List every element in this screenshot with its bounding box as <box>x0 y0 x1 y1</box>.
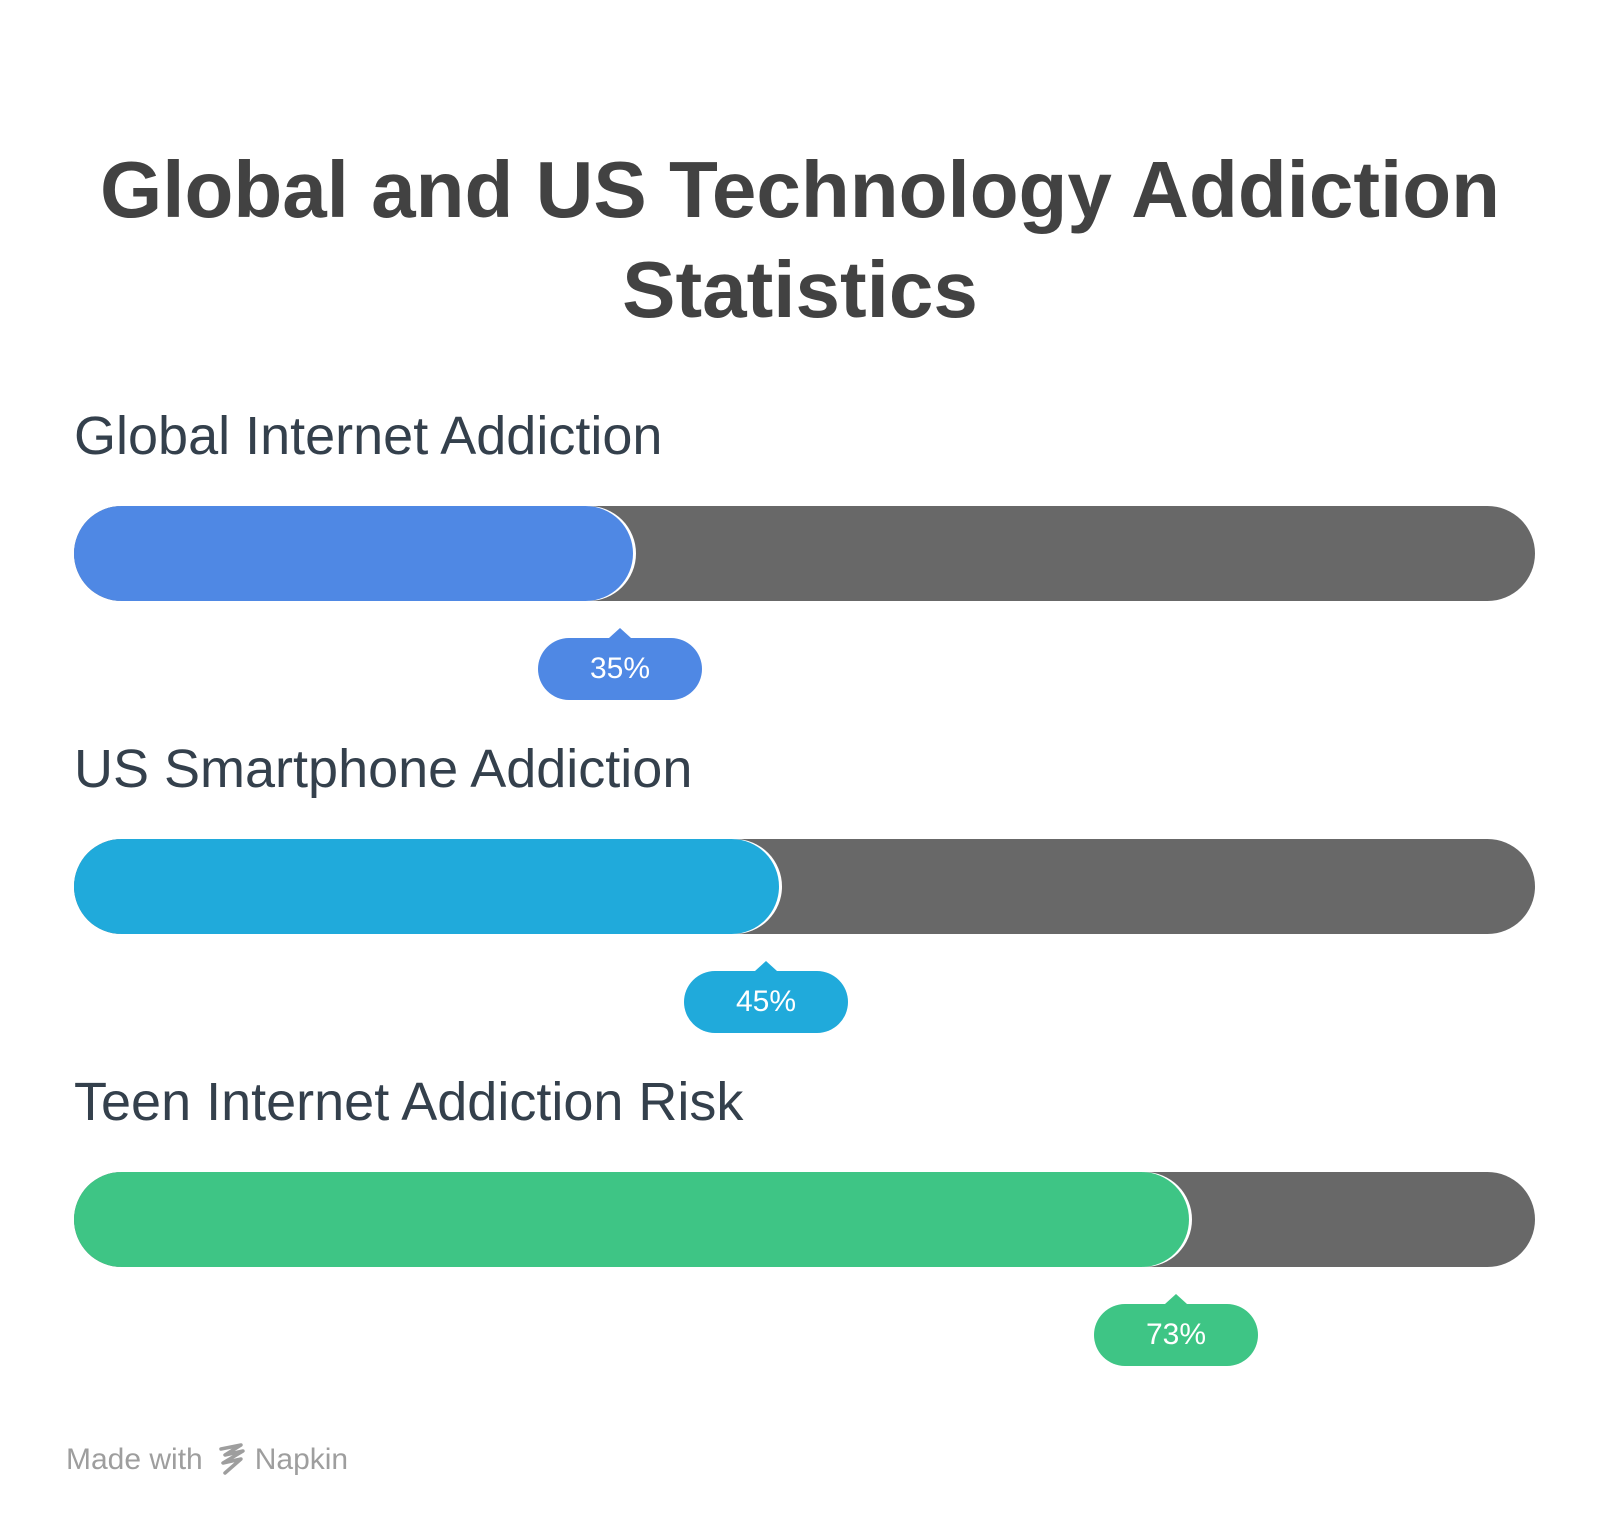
value-label: 73% <box>1094 1294 1258 1366</box>
bar-track <box>74 1172 1535 1267</box>
bar-fill <box>74 506 633 601</box>
value-label-text: 73% <box>1145 1318 1207 1351</box>
category-label: US Smartphone Addiction <box>74 739 693 799</box>
bar-fill <box>74 1172 1189 1267</box>
napkin-brand-label: Napkin <box>254 1443 349 1476</box>
value-label: 45% <box>684 961 848 1033</box>
made-with-label: Made with <box>66 1443 203 1476</box>
value-pointer <box>609 628 631 638</box>
value-label: 35% <box>538 628 702 700</box>
bar-fill <box>74 839 779 934</box>
value-pointer <box>755 961 777 971</box>
napkin-logo-icon <box>218 1443 245 1475</box>
bar-track <box>74 839 1535 934</box>
value-label-text: 45% <box>735 985 797 1018</box>
bar-track <box>74 506 1535 601</box>
value-pointer <box>1165 1294 1187 1304</box>
chart-title: Global and US Technology Addiction Stati… <box>0 140 1600 340</box>
chart-title-line-1: Global and US Technology Addiction <box>100 145 1500 234</box>
category-label: Teen Internet Addiction Risk <box>74 1072 744 1132</box>
category-label: Global Internet Addiction <box>74 406 663 466</box>
chart-title-line-2: Statistics <box>622 245 978 334</box>
value-label-text: 35% <box>589 652 651 685</box>
made-with-napkin-footer: Made with Napkin <box>66 1440 348 1480</box>
